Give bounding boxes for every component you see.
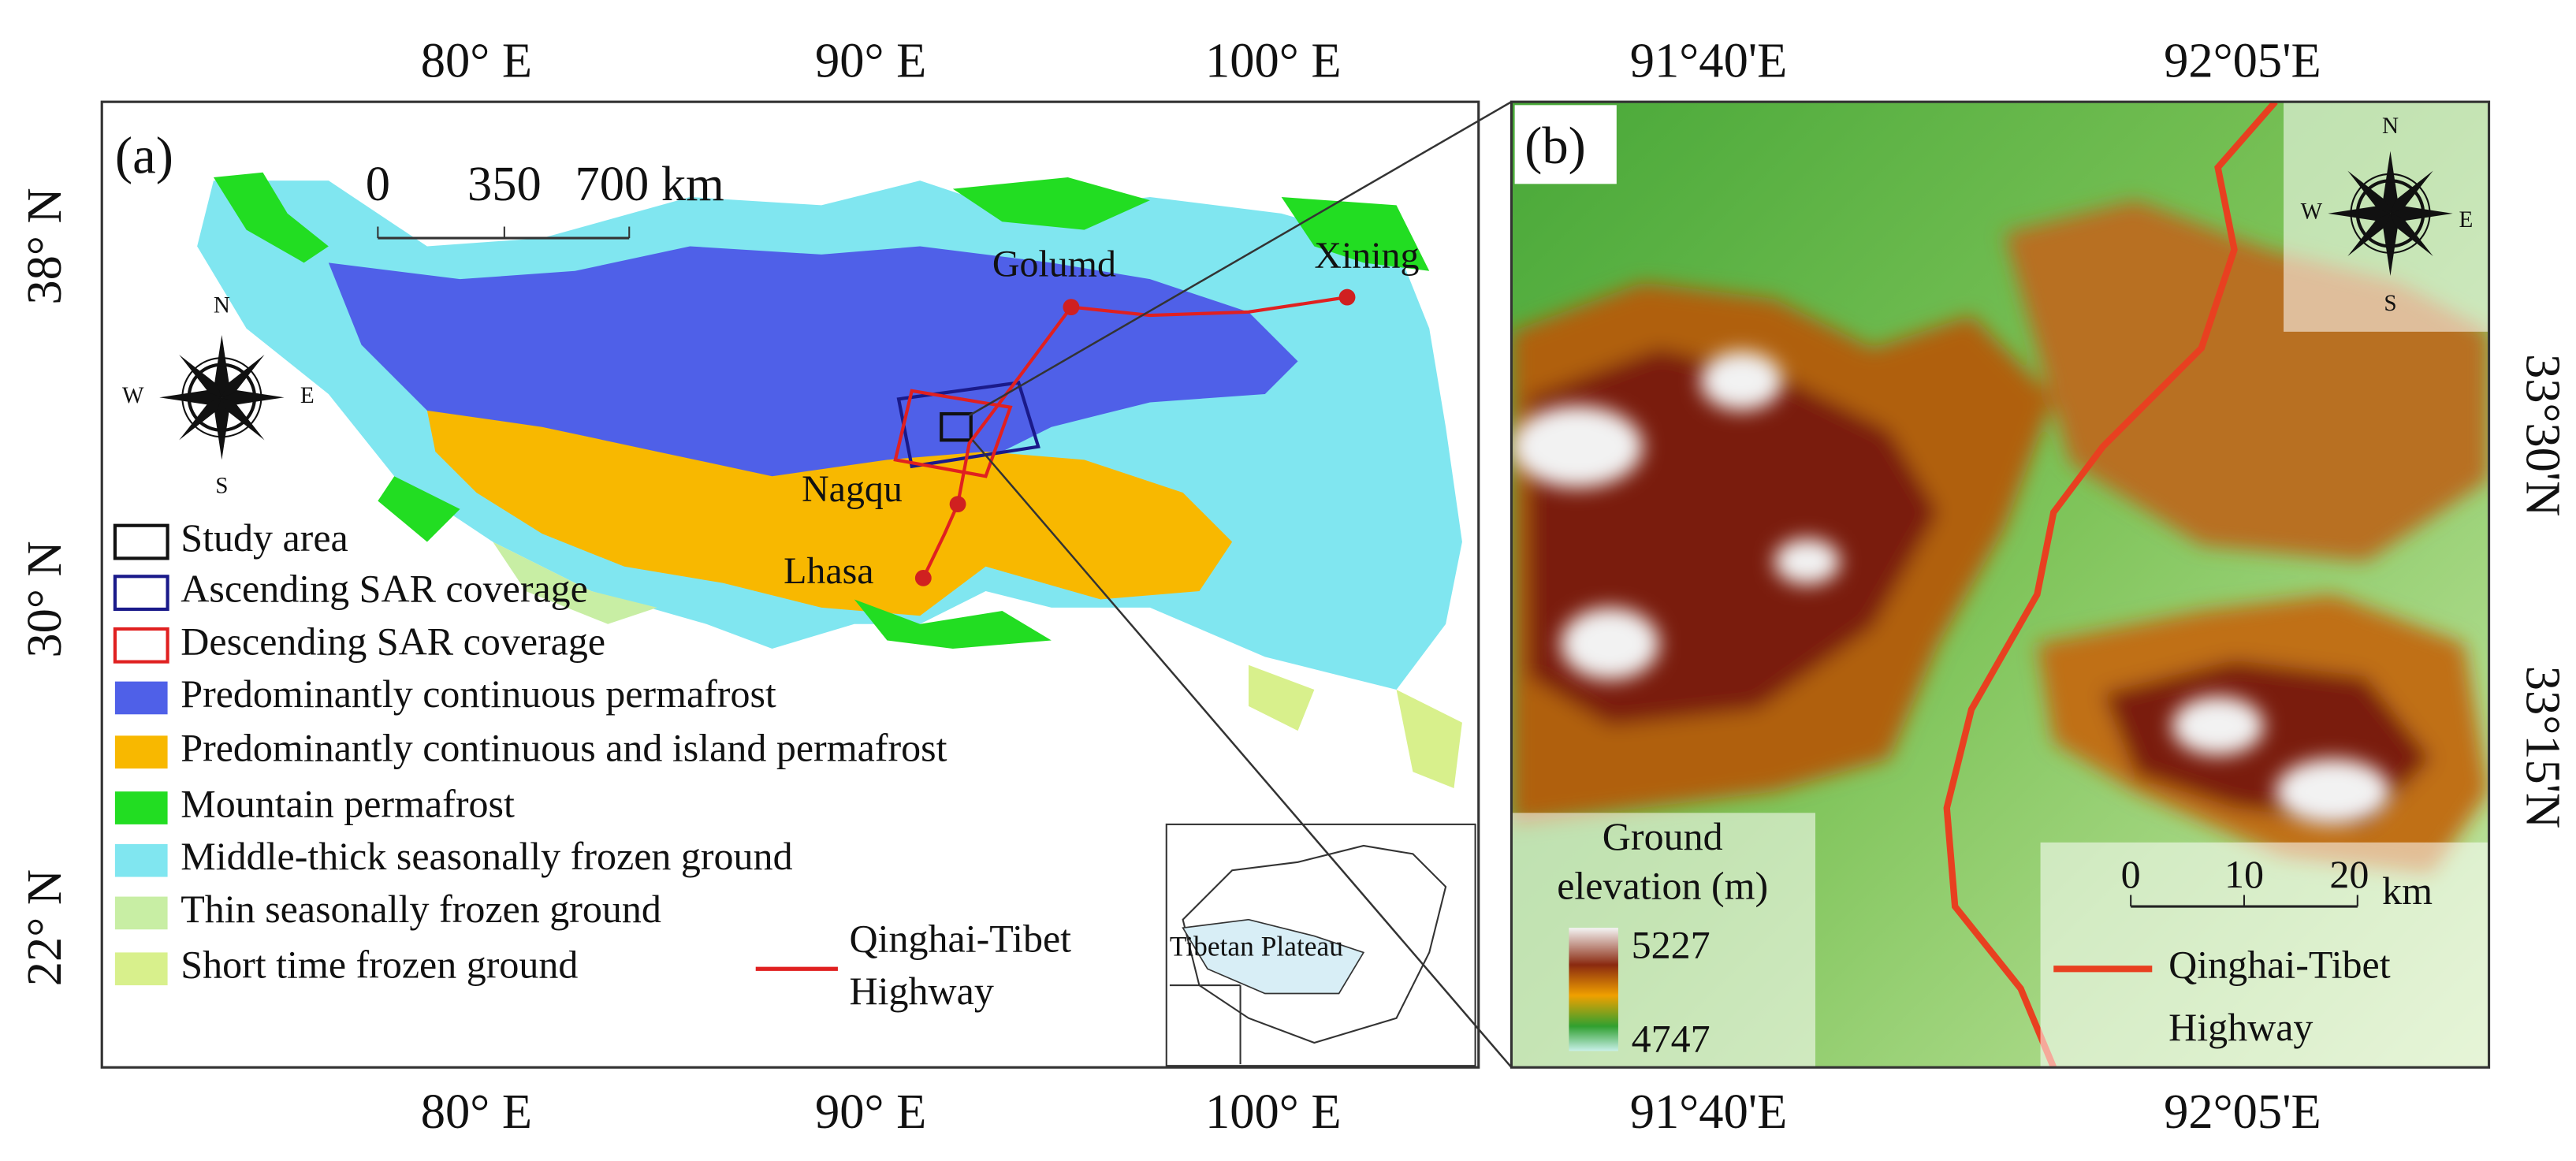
elevation-colorbar <box>1569 928 1618 1051</box>
legend-swatch <box>114 952 168 986</box>
scale-label: 0 <box>2121 852 2141 896</box>
top-tick-label: 91°40'E <box>1630 33 1787 88</box>
descending-coverage <box>893 389 1013 478</box>
dem-map <box>1511 102 2489 1068</box>
compass-e: E <box>2459 207 2473 233</box>
ascending-coverage <box>896 381 1040 469</box>
elevation-title: Ground <box>1603 814 1723 858</box>
legend-swatch <box>114 681 168 715</box>
legend-swatch <box>113 627 169 664</box>
connector <box>971 439 1513 1069</box>
bottom-tick-label: 91°40'E <box>1630 1084 1787 1139</box>
scale-label: 700 km <box>575 156 724 211</box>
compass-n: N <box>214 292 230 318</box>
bottom-tick-label: 100° E <box>1205 1084 1342 1139</box>
top-tick-label: 92°05'E <box>2164 33 2321 88</box>
highway <box>921 296 1348 579</box>
right-tick-label: 33°30'N <box>2516 354 2571 516</box>
legend-label: Mountain permafrost <box>181 782 515 826</box>
compass-w: W <box>122 383 144 408</box>
legend: Study area Ascending SAR coverage Descen… <box>113 515 1072 1013</box>
study-area <box>940 411 973 442</box>
city-marker <box>949 496 966 513</box>
legend-swatch <box>114 843 168 877</box>
legend-label: Qinghai-Tibet <box>850 916 1072 960</box>
compass: N E S W <box>2301 113 2474 316</box>
city-label: Xining <box>1314 235 1419 277</box>
scale-label: 20 <box>2329 852 2369 896</box>
scale-label: 350 <box>467 156 542 211</box>
left-tick-label: 30° N <box>17 541 72 657</box>
left-tick-label: 38° N <box>17 188 72 304</box>
city-label: Golumd <box>992 244 1116 285</box>
compass-n: N <box>2382 113 2399 139</box>
panel-b: (b) N E S W Ground elevation (m) 5227 47… <box>1509 33 2571 1139</box>
city-label: Nagqu <box>802 468 903 510</box>
legend-label: Short time frozen ground <box>181 943 578 987</box>
legend-label: Predominantly continuous and island perm… <box>181 726 947 770</box>
inset-map: Tibetan Plateau <box>1165 823 1476 1067</box>
elevation-title: elevation (m) <box>1557 864 1768 908</box>
legend-label: Study area <box>181 515 348 560</box>
city-marker <box>1063 299 1080 316</box>
panel-label: (b) <box>1524 117 1586 175</box>
scale-label: 0 <box>366 156 390 211</box>
legend-swatch <box>113 523 169 560</box>
scale-label: 10 <box>2224 852 2264 896</box>
scale-label: km <box>2382 869 2433 913</box>
legend-label: Thin seasonally frozen ground <box>181 887 661 931</box>
compass-w: W <box>2301 199 2323 225</box>
panel-label: (a) <box>115 127 173 184</box>
legend-swatch <box>114 791 168 824</box>
top-tick-label: 90° E <box>815 33 926 88</box>
legend-swatch <box>114 735 168 769</box>
highway <box>1943 102 2278 1068</box>
bottom-tick-label: 90° E <box>815 1084 926 1139</box>
legend-label: Middle-thick seasonally frozen ground <box>181 834 792 878</box>
panel-label-box <box>1514 105 1617 184</box>
bottom-tick-label: 92°05'E <box>2164 1084 2321 1139</box>
legend-label: Descending SAR coverage <box>181 619 605 663</box>
elevation-min: 4747 <box>1632 1016 1711 1060</box>
legend-label: Highway <box>850 969 994 1013</box>
legend-label: Highway <box>2168 1005 2313 1049</box>
city-label: Lhasa <box>784 550 873 592</box>
legend-swatch <box>113 575 169 612</box>
legend-swatch <box>114 896 168 930</box>
inset-label: Tibetan Plateau <box>1170 930 1343 962</box>
legend-label: Predominantly continuous permafrost <box>181 672 776 716</box>
legend-box <box>2040 842 2489 1068</box>
top-tick-label: 100° E <box>1205 33 1342 88</box>
compass: N E S W <box>122 292 315 498</box>
compass-s: S <box>215 473 228 498</box>
map-frame <box>1509 100 2491 1069</box>
panel-a: Golumd Xining Nagqu Lhasa (a) 0 350 700 … <box>17 33 1480 1139</box>
compass-e: E <box>300 383 315 408</box>
elevation-legend-box <box>1511 813 1816 1068</box>
legend-label: Ascending SAR coverage <box>181 567 588 611</box>
legend-label: Qinghai-Tibet <box>2168 943 2391 987</box>
city-marker <box>1338 288 1356 306</box>
right-tick-label: 33°15'N <box>2516 666 2571 828</box>
elevation-max: 5227 <box>1632 923 1711 967</box>
top-tick-label: 80° E <box>421 33 532 88</box>
bottom-tick-label: 80° E <box>421 1084 532 1139</box>
connector <box>969 101 1513 417</box>
city-marker <box>914 569 932 586</box>
left-tick-label: 22° N <box>17 869 72 986</box>
compass-s: S <box>2384 291 2396 316</box>
